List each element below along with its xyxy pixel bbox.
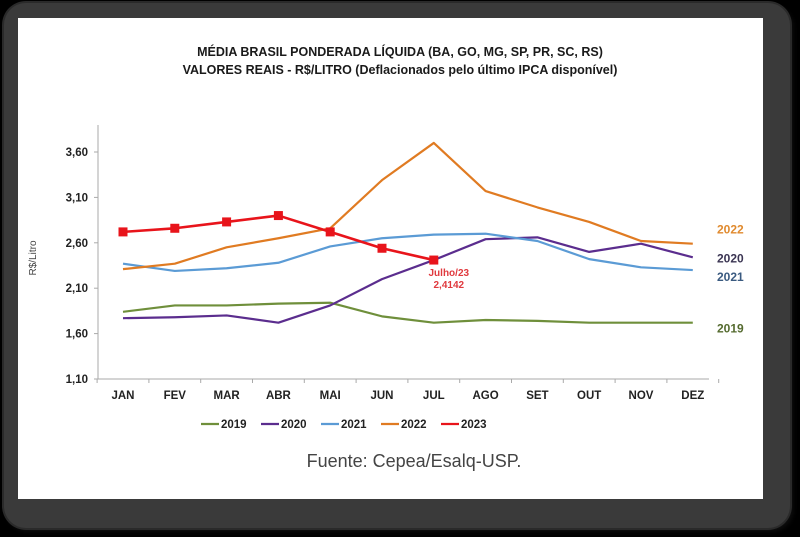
series-line-2021 [122,232,693,273]
y-axis-label: R$/Litro [28,240,39,275]
y-tick-label: 3,60 [66,147,88,159]
data-point-2023 [325,227,335,237]
x-tick-label: NOV [629,390,654,402]
end-label-2021: 2021 [717,270,744,284]
legend-label-2020: 2020 [281,419,307,431]
data-point-2023 [429,255,439,265]
x-tick-label: SET [526,390,548,402]
data-point-2023 [222,217,232,227]
x-tick-label: JAN [111,390,134,402]
data-labels: 2019 2020 2021 2022 Julho/232,4142 [429,223,745,336]
x-tick-label: AGO [472,390,498,402]
data-point-2023 [273,211,283,221]
data-point-2023 [170,223,180,233]
y-tick-label: 3,10 [66,192,88,204]
legend-label-2023: 2023 [461,419,487,431]
data-point-2023 [377,243,387,253]
chart-paper [18,18,763,499]
x-tick-label: OUT [577,390,601,402]
source-caption: Fuente: Cepea/Esalq-USP. [306,451,522,471]
legend-label-2019: 2019 [221,419,247,431]
y-tick-label: 2,10 [66,283,88,295]
axes: 1,10 1,60 2,10 2,60 3,10 3,60 R$/Litro JAN FEV MA… [28,125,720,402]
x-tick-label: ABR [266,390,292,402]
annotation-label: 2,4142 [434,280,465,291]
x-tick-label: JUL [423,390,445,402]
chart-title: MÉDIA BRASIL PONDERADA LÍQUIDA (BA, GO, … [197,45,603,59]
series-line-2019 [122,301,693,324]
legend-label-2022: 2022 [401,419,427,431]
y-tick-label: 2,60 [66,238,88,250]
x-tick-label: FEV [164,390,187,402]
x-tick-label: MAR [213,390,240,402]
series-line-2020 [122,236,694,324]
y-tick-label: 1,10 [66,374,88,386]
x-tick-label: DEZ [681,390,704,402]
series-lines [118,141,694,324]
series-line-2022 [122,141,693,271]
chart-subtitle: VALORES REAIS - R$/LITRO (Deflacionados … [182,63,618,77]
x-tick-label: MAI [320,390,341,402]
data-point-2023 [118,227,128,237]
annotation-label: Julho/23 [429,268,470,279]
end-label-2022: 2022 [717,223,744,237]
legend-label-2021: 2021 [341,419,367,431]
end-label-2019: 2019 [717,322,744,336]
x-tick-label: JUN [370,390,393,402]
y-tick-label: 1,60 [66,329,88,341]
legend: 2019 2020 2021 2022 2023 [201,419,487,431]
end-label-2020: 2020 [717,251,744,265]
